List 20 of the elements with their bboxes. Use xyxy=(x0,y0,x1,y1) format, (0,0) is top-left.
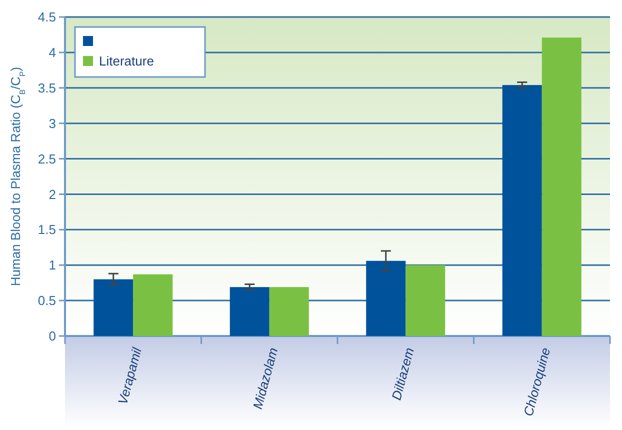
bar xyxy=(502,85,542,336)
y-tick-label: 2 xyxy=(48,186,56,202)
y-tick-label: 2.5 xyxy=(38,151,56,166)
y-tick-label: 1 xyxy=(48,258,56,273)
bar xyxy=(366,260,406,336)
y-tick-label: 3 xyxy=(48,116,56,131)
y-tick-label: 3.5 xyxy=(38,80,56,96)
y-tick-label: 4 xyxy=(48,44,56,60)
x-tick-label: Diltiazem xyxy=(388,346,417,402)
y-tick-label: 0 xyxy=(48,328,56,344)
bar xyxy=(230,287,270,336)
bar xyxy=(542,38,582,336)
bar xyxy=(94,279,134,336)
legend-label: Literature xyxy=(99,54,154,69)
bar xyxy=(269,287,309,336)
bar xyxy=(133,274,173,336)
y-tick-label: 0.5 xyxy=(38,293,56,308)
bar xyxy=(406,265,446,336)
y-tick-label: 1.5 xyxy=(38,222,56,238)
y-tick-label: 4.5 xyxy=(38,10,56,25)
